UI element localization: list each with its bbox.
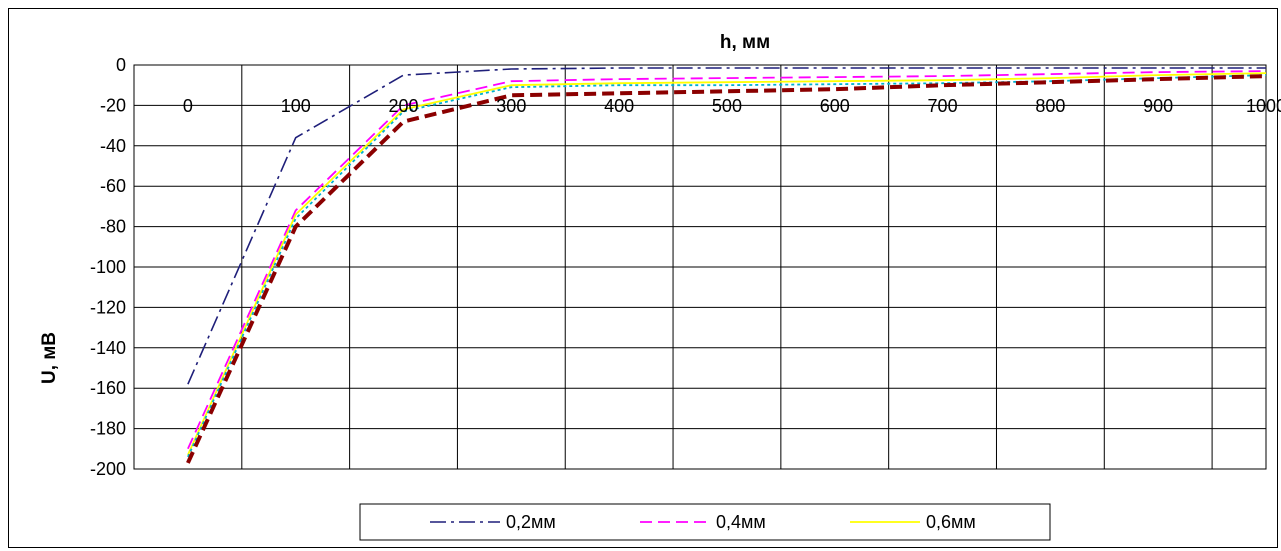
x-tick-label: 500 (712, 96, 742, 116)
y-tick-label: -80 (100, 217, 126, 237)
legend-label-1: 0,2мм (506, 512, 556, 532)
y-tick-label: -120 (90, 297, 126, 317)
legend-label-2: 0,4мм (716, 512, 766, 532)
y-tick-label: 0 (116, 55, 126, 75)
y-tick-labels: 0 -20 -40 -60 -80 -100 -120 -140 -160 -180 -200 (90, 55, 126, 479)
y-tick-label: -140 (90, 338, 126, 358)
x-tick-label: 200 (389, 96, 419, 116)
y-tick-label: -160 (90, 378, 126, 398)
y-tick-label: -200 (90, 459, 126, 479)
series-line-2 (187, 70, 1267, 450)
x-tick-label: 700 (928, 96, 958, 116)
series-layer (186, 67, 1267, 464)
x-tick-label: 0 (183, 96, 193, 116)
y-axis-title: U, мВ (39, 332, 60, 384)
legend-label-3: 0,6мм (926, 512, 976, 532)
x-tick-label: 400 (604, 96, 634, 116)
x-tick-labels: 0 100 200 300 400 500 600 700 800 900 1000 (183, 96, 1281, 116)
x-tick-label: 800 (1035, 96, 1065, 116)
y-tick-label: -60 (100, 176, 126, 196)
series-line-5 (186, 74, 1267, 464)
y-tick-label: -180 (90, 419, 126, 439)
legend: 0,2мм 0,4мм 0,6мм (359, 503, 1051, 541)
x-tick-label: 100 (281, 96, 311, 116)
x-axis-title: h, мм (720, 32, 770, 53)
y-tick-label: -40 (100, 136, 126, 156)
gridlines (133, 64, 1266, 470)
x-tick-label: 900 (1143, 96, 1173, 116)
y-tick-label: -100 (90, 257, 126, 277)
series-line-4 (187, 74, 1267, 458)
x-tick-label: 1000 (1246, 96, 1281, 116)
y-tick-label: -20 (100, 95, 126, 115)
series-line-3 (187, 72, 1267, 456)
x-tick-label: 600 (820, 96, 850, 116)
series-line-1 (187, 67, 1266, 385)
x-tick-label: 300 (496, 96, 526, 116)
